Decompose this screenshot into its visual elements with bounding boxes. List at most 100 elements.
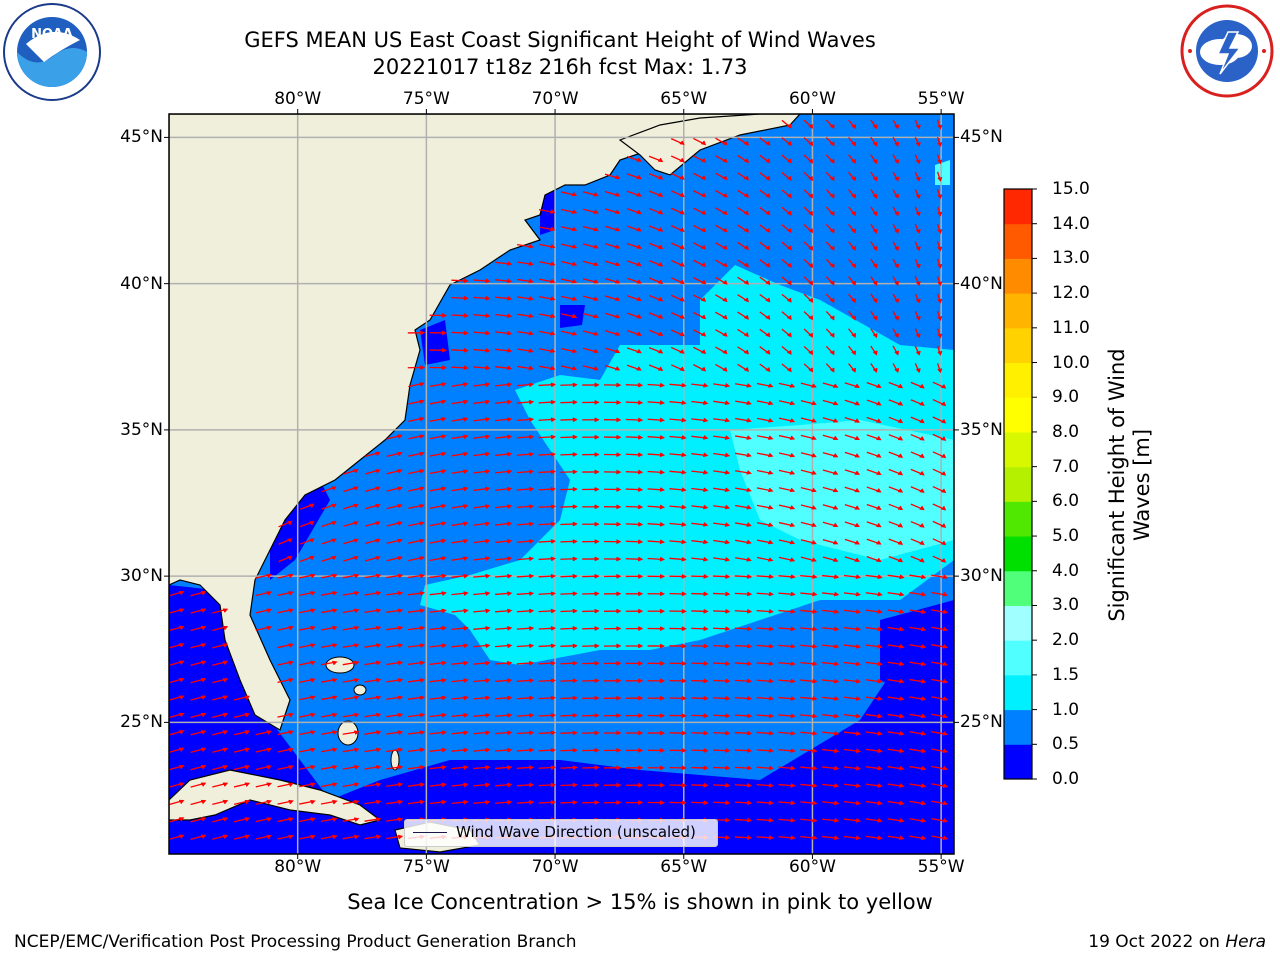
wave-arrow-head (722, 158, 728, 163)
wave-arrow-head (485, 713, 491, 718)
wave-arrow-head (681, 574, 687, 579)
wave-arrow-head (701, 140, 707, 146)
wave-arrow-head (659, 643, 666, 649)
wave-arrow-head (200, 817, 207, 822)
wave-arrow-head (679, 140, 685, 146)
wave-arrow-head (768, 539, 774, 545)
wave-arrow-head (550, 331, 556, 336)
wave-arrow-head (746, 383, 752, 388)
wave-arrow-head (244, 782, 251, 787)
wave-arrow-head (703, 574, 709, 579)
wave-arrow-head (877, 835, 883, 841)
wave-arrow-head (768, 783, 774, 788)
wave-arrow-head (397, 799, 404, 805)
wave-arrow-head (811, 435, 817, 440)
wave-arrow-head (937, 194, 943, 200)
wave-arrow-head (876, 418, 882, 423)
wave-arrow-head (681, 800, 687, 805)
wave-arrow-head (571, 279, 578, 284)
wave-arrow-head (397, 556, 403, 561)
wave-arrow-head (485, 278, 491, 284)
wave-arrow-head (506, 539, 513, 544)
wave-arrow-head (397, 817, 404, 822)
wave-arrow-head (244, 834, 251, 839)
wave-arrow-head (419, 643, 426, 648)
wave-arrow-head (722, 140, 728, 146)
wave-arrow-head (528, 765, 535, 770)
wave-arrow-head (331, 538, 337, 543)
wave-arrow-head (942, 696, 949, 701)
wave-arrow-head (528, 678, 535, 683)
wave-arrow-head (768, 730, 774, 736)
wave-arrow-head (876, 470, 882, 476)
wave-arrow-head (659, 400, 666, 405)
wave-arrow-head (331, 503, 337, 508)
wave-arrow-head (200, 747, 207, 752)
wave-arrow-head (200, 765, 207, 770)
wave-arrow-head (288, 678, 294, 683)
footer-date-text: 19 Oct 2022 on (1088, 932, 1226, 952)
wave-arrow-head (937, 246, 943, 252)
wave-arrow-head (830, 350, 835, 356)
wave-arrow-head (851, 298, 857, 304)
wave-arrow-head (701, 349, 707, 355)
wave-arrow-head (572, 504, 578, 510)
wave-arrow-head (397, 521, 403, 526)
wave-arrow-head (615, 244, 621, 249)
wave-arrow-head (877, 731, 883, 736)
wave-arrow-head (919, 418, 925, 424)
wave-arrow-head (594, 417, 600, 423)
wave-arrow-head (615, 174, 621, 179)
wave-arrow-head (506, 713, 513, 718)
wave-arrow-head (593, 192, 599, 197)
wave-arrow-head (894, 124, 900, 130)
wave-arrow-head (679, 349, 685, 354)
wave-arrow-head (789, 487, 796, 493)
wave-arrow-head (833, 591, 840, 597)
wave-arrow-head (179, 678, 185, 683)
wave-arrow-head (463, 451, 469, 457)
wave-arrow-head (744, 315, 749, 320)
wave-arrow-head (658, 227, 664, 232)
colorbar-swatch (1004, 744, 1032, 780)
wave-arrow-head (894, 333, 900, 339)
wave-arrow-head (506, 330, 513, 336)
wave-arrow-head (872, 298, 878, 304)
wave-arrow-head (658, 297, 664, 302)
wave-arrow-head (528, 399, 535, 405)
wave-arrow-head (222, 660, 229, 665)
colorbar-swatch (1004, 501, 1032, 537)
lon-label-top: 70°W (531, 89, 579, 109)
lon-label-bottom: 80°W (274, 857, 322, 877)
wave-arrow-head (485, 765, 491, 770)
wave-arrow-head (616, 661, 622, 666)
wave-arrow-head (790, 678, 796, 684)
wave-arrow-head (787, 123, 792, 129)
wave-arrow-head (787, 280, 792, 286)
wave-arrow-head (790, 765, 796, 771)
wave-arrow-head (200, 625, 207, 631)
wave-arrow-head (790, 626, 796, 632)
wave-arrow-head (915, 350, 921, 356)
wave-arrow-head (703, 487, 709, 492)
wave-arrow-head (703, 800, 709, 805)
wave-arrow-head (222, 799, 229, 805)
wave-arrow-head (397, 504, 403, 509)
wave-arrow-head (594, 626, 600, 631)
wave-arrow-head (854, 488, 861, 493)
wave-arrow-head (616, 608, 622, 614)
wave-arrow-head (899, 765, 905, 771)
wave-arrow-head (681, 435, 687, 440)
wave-arrow-head (746, 522, 752, 527)
wave-arrow-head (615, 227, 621, 232)
wave-arrow-head (703, 452, 709, 458)
wave-arrow-head (789, 540, 796, 545)
wave-arrow-head (200, 643, 207, 648)
wave-arrow-head (899, 661, 905, 667)
wave-arrow-head (681, 417, 687, 423)
wave-arrow-head (746, 696, 753, 701)
wave-arrow-head (463, 278, 469, 284)
wave-arrow-head (571, 261, 578, 266)
wave-arrow-head (572, 643, 578, 649)
wave-arrow-head (572, 573, 578, 579)
